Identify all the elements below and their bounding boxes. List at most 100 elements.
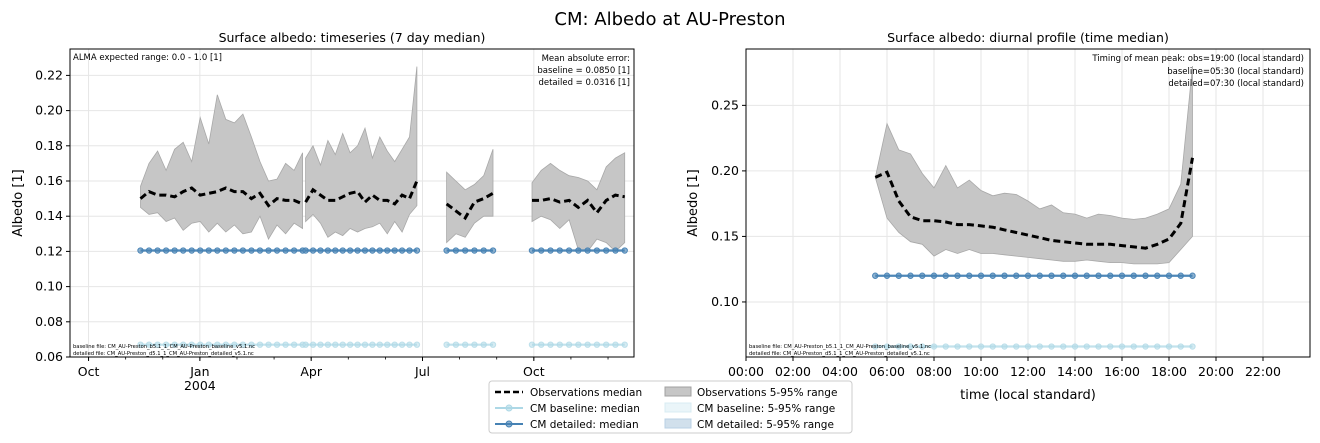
y-tick-label: 0.12 bbox=[35, 243, 63, 258]
timeseries-panel: Surface albedo: timeseries (7 day median… bbox=[11, 30, 635, 393]
baseline-median-point bbox=[1036, 343, 1043, 350]
diurnal-peak-heading: Timing of mean peak: obs=19:00 (local st… bbox=[1091, 54, 1304, 64]
diurnal-ylabel: Albedo [1] bbox=[686, 169, 701, 237]
baseline-median-point bbox=[489, 341, 497, 348]
baseline-median-point bbox=[954, 343, 961, 350]
detailed-median-point bbox=[538, 247, 545, 254]
baseline-median-point bbox=[872, 343, 879, 350]
x-tick-label: 20:00 bbox=[1198, 364, 1234, 379]
y-tick-label: 0.10 bbox=[35, 279, 63, 294]
detailed-median-point bbox=[1189, 272, 1196, 279]
baseline-median-point bbox=[354, 341, 361, 348]
baseline-median-point bbox=[584, 341, 591, 348]
legend-baseline-band-swatch bbox=[664, 402, 692, 413]
x-tick-sublabel: 2004 bbox=[184, 378, 216, 393]
legend-detailed-marker bbox=[505, 420, 513, 428]
detailed-median-point bbox=[162, 247, 170, 254]
x-tick-label: Jul bbox=[414, 364, 430, 379]
detailed-median-point bbox=[471, 247, 478, 254]
baseline-median-point bbox=[621, 341, 628, 348]
baseline-median-point bbox=[309, 341, 317, 348]
baseline-median-point bbox=[406, 341, 413, 348]
baseline-median-point bbox=[162, 341, 170, 348]
baseline-median-point bbox=[154, 341, 161, 348]
baseline-median-point bbox=[930, 343, 938, 350]
baseline-median-point bbox=[547, 341, 554, 348]
baseline-median-point bbox=[231, 341, 238, 348]
timeseries-mae-detailed: detailed = 0.0316 [1] bbox=[538, 78, 630, 88]
detailed-median-point bbox=[575, 247, 582, 254]
detailed-median-point bbox=[214, 247, 221, 254]
baseline-median-point bbox=[137, 341, 144, 348]
detailed-median-point bbox=[584, 247, 591, 254]
legend-obs-band: Observations 5-95% range bbox=[697, 387, 837, 399]
detailed-median-point bbox=[282, 247, 289, 254]
baseline-median-point bbox=[273, 341, 281, 348]
detailed-median-point bbox=[1071, 272, 1079, 279]
x-tick-label: 02:00 bbox=[775, 364, 811, 379]
diurnal-baseline-file: baseline file: CM_AU-Preston_b5.1_1_CM_A… bbox=[749, 344, 931, 350]
timeseries-baseline-file: baseline file: CM_AU-Preston_b5.1_1_CM_A… bbox=[73, 344, 255, 350]
baseline-median-point bbox=[612, 341, 619, 348]
detailed-median-point bbox=[361, 247, 369, 254]
baseline-median-point bbox=[1189, 343, 1196, 350]
baseline-median-point bbox=[883, 343, 891, 350]
detailed-median-point bbox=[883, 272, 891, 279]
detailed-median-point bbox=[369, 247, 376, 254]
y-tick-label: 0.06 bbox=[35, 349, 63, 364]
timeseries-mae-baseline: baseline = 0.0850 [1] bbox=[537, 66, 630, 76]
detailed-median-point bbox=[145, 247, 153, 254]
detailed-median-point bbox=[919, 272, 926, 279]
figure-title: CM: Albedo at AU-Preston bbox=[554, 9, 785, 30]
diurnal-detailed-file: detailed file: CM_AU-Preston_d5.1_1_CM_A… bbox=[749, 351, 930, 357]
baseline-median-point bbox=[265, 341, 272, 348]
baseline-median-point bbox=[248, 341, 255, 348]
legend-obs-median: Observations median bbox=[530, 387, 642, 399]
obs-band bbox=[140, 94, 303, 241]
baseline-median-point bbox=[1154, 343, 1161, 350]
diurnal-peak-baseline: baseline=05:30 (local standard) bbox=[1167, 67, 1304, 77]
baseline-median-point bbox=[602, 341, 610, 348]
baseline-median-point bbox=[480, 341, 487, 348]
obs-band bbox=[446, 149, 494, 244]
baseline-median-point bbox=[942, 343, 949, 350]
baseline-median-point bbox=[171, 341, 178, 348]
detailed-median-point bbox=[612, 247, 619, 254]
x-tick-label: 06:00 bbox=[869, 364, 905, 379]
baseline-median-point bbox=[966, 343, 973, 350]
x-tick-label: 18:00 bbox=[1151, 364, 1187, 379]
detailed-median-point bbox=[1024, 272, 1032, 279]
baseline-median-point bbox=[239, 341, 247, 348]
x-tick-label: 12:00 bbox=[1010, 364, 1046, 379]
baseline-median-point bbox=[179, 341, 187, 348]
obs-band bbox=[305, 66, 418, 238]
baseline-median-point bbox=[1130, 343, 1137, 350]
baseline-median-point bbox=[188, 341, 195, 348]
detailed-median-point bbox=[354, 247, 361, 254]
detailed-median-point bbox=[452, 247, 460, 254]
baseline-median-point bbox=[1177, 343, 1184, 350]
obs-band bbox=[874, 65, 1193, 265]
x-tick-label: 14:00 bbox=[1057, 364, 1093, 379]
baseline-median-point bbox=[919, 343, 926, 350]
baseline-median-point bbox=[1001, 343, 1008, 350]
detailed-median-point bbox=[872, 272, 879, 279]
diurnal-lines bbox=[872, 157, 1196, 350]
detailed-median-point bbox=[346, 247, 354, 254]
baseline-median-point bbox=[452, 341, 460, 348]
detailed-median-point bbox=[376, 247, 384, 254]
baseline-median-point bbox=[1165, 343, 1173, 350]
detailed-median-point bbox=[1095, 272, 1102, 279]
x-tick-label: Oct bbox=[523, 364, 545, 379]
legend-detailed-band: CM detailed: 5-95% range bbox=[697, 419, 834, 431]
detailed-median-point bbox=[248, 247, 255, 254]
y-tick-label: 0.20 bbox=[711, 163, 739, 178]
detailed-median-point bbox=[1165, 272, 1173, 279]
baseline-median-point bbox=[145, 341, 153, 348]
baseline-median-point bbox=[1095, 343, 1102, 350]
detailed-median-point bbox=[602, 247, 610, 254]
detailed-median-point bbox=[413, 247, 421, 254]
detailed-median-point bbox=[290, 247, 298, 254]
baseline-median-point bbox=[1013, 343, 1020, 350]
baseline-median-point bbox=[339, 341, 346, 348]
